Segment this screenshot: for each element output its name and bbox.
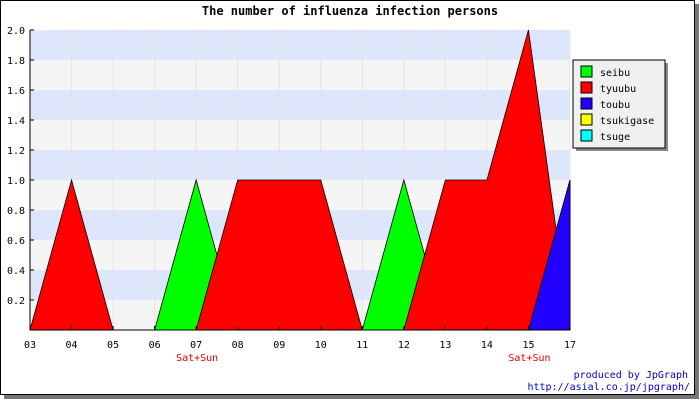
grid-band <box>30 150 570 180</box>
y-tick-label: 0.8 <box>7 206 25 217</box>
grid-band <box>30 120 570 150</box>
x-tick-label: 13 <box>439 340 451 351</box>
y-tick-label: 1.6 <box>7 86 25 97</box>
x-tick-label: 09 <box>273 340 285 351</box>
x-tick-label: 04 <box>66 340 78 351</box>
x-tick-label: 17 <box>564 340 576 351</box>
x-tick-label: 15 <box>522 340 534 351</box>
axes: 0.2 0.4 0.6 0.8 1.0 1.2 1.4 1.6 1.8 2.0 03 04 05 06 07… <box>7 26 576 364</box>
legend-label-tsukigase: tsukigase <box>600 116 654 127</box>
x-tick-label: 12 <box>398 340 410 351</box>
y-tick-label: 1.0 <box>7 176 25 187</box>
x-tick-label: 10 <box>315 340 327 351</box>
x-tick-label: 14 <box>481 340 493 351</box>
weekend-label: Sat+Sun <box>508 353 550 364</box>
y-tick-label: 1.8 <box>7 56 25 67</box>
x-tick-label: 08 <box>232 340 244 351</box>
x-tick-label: 05 <box>107 340 119 351</box>
x-tick-label: 11 <box>356 340 368 351</box>
x-tick-label: 06 <box>149 340 161 351</box>
x-tick-label: 07 <box>190 340 202 351</box>
legend-swatch-seibu <box>580 65 593 78</box>
grid-band <box>30 60 570 90</box>
weekend-label: Sat+Sun <box>176 353 218 364</box>
y-tick-label: 0.4 <box>7 266 25 277</box>
y-tick-label: 0.2 <box>7 296 25 307</box>
legend-label-tyuubu: tyuubu <box>600 84 636 95</box>
credit-line-2: http://asial.co.jp/jpgraph/ <box>527 382 690 393</box>
legend-label-tsuge: tsuge <box>600 132 630 143</box>
credit-line-1: produced by JpGraph <box>574 370 688 381</box>
legend-swatch-toubu <box>580 97 593 110</box>
chart-title: The number of influenza infection person… <box>202 4 498 18</box>
legend-label-seibu: seibu <box>600 68 630 79</box>
y-tick-label: 0.6 <box>7 236 25 247</box>
grid-band <box>30 90 570 120</box>
legend-swatch-tsuge <box>580 129 593 142</box>
x-tick-label: 03 <box>24 340 36 351</box>
grid-band <box>30 30 570 60</box>
y-tick-label: 1.4 <box>7 116 25 127</box>
legend-swatch-tsukigase <box>580 113 593 126</box>
legend-swatch-tyuubu <box>580 81 593 94</box>
legend-label-toubu: toubu <box>600 100 630 111</box>
y-tick-label: 1.2 <box>7 146 25 157</box>
y-tick-label: 2.0 <box>7 26 25 37</box>
legend: seibu tyuubu toubu tsukigase tsuge <box>572 59 668 151</box>
